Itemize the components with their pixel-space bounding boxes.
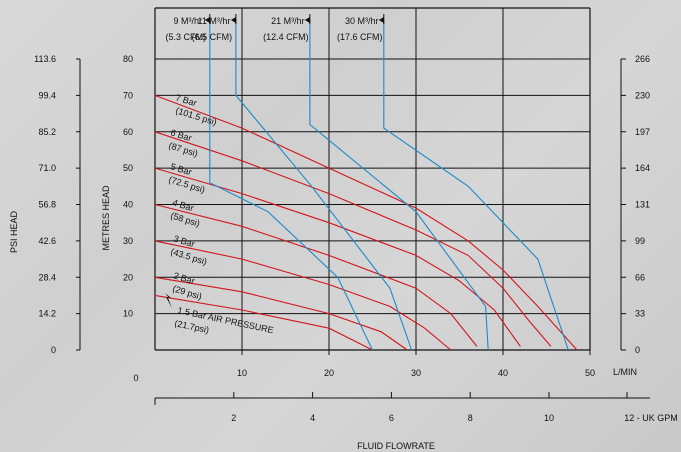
pressure-curve-3 bbox=[154, 203, 478, 347]
air-curve-2 bbox=[309, 20, 489, 351]
air-label-cfm-0: (5.3 CFM) bbox=[166, 32, 207, 42]
right-tick-6: 197 bbox=[635, 127, 650, 137]
metres-tick-60: 60 bbox=[123, 127, 133, 137]
air-curve-1 bbox=[235, 20, 413, 351]
pressure-label-psi-1: (87 psi) bbox=[167, 140, 199, 158]
psi-tick-4: 56.8 bbox=[38, 200, 56, 210]
air-label-arrow-1 bbox=[230, 17, 236, 23]
psi-tick-2: 28.4 bbox=[38, 272, 56, 282]
pressure-curve-1 bbox=[154, 131, 552, 347]
psi-axis-title: PSI HEAD bbox=[9, 210, 19, 253]
psi-tick-7: 99.4 bbox=[38, 90, 56, 100]
lpm-tick-50: 50 bbox=[585, 368, 595, 378]
metres-tick-40: 40 bbox=[123, 200, 133, 210]
air-label-cfm-1: (6.5 CFM) bbox=[192, 32, 233, 42]
air-curve-0 bbox=[209, 20, 373, 351]
metres-tick-70: 70 bbox=[123, 90, 133, 100]
pressure-curve-2 bbox=[154, 167, 521, 347]
right-tick-8: 266 bbox=[635, 54, 650, 64]
air-label-arrow-3 bbox=[378, 17, 384, 23]
pressure-curve-5 bbox=[154, 276, 408, 351]
air-curves-layer bbox=[209, 20, 569, 351]
pressure-curves-layer bbox=[154, 94, 578, 351]
air-label-cfm-2: (12.4 CFM) bbox=[263, 32, 309, 42]
right-tick-1: 33 bbox=[635, 309, 645, 319]
metres-tick-80: 80 bbox=[123, 54, 133, 64]
right-tick-0: 0 bbox=[635, 345, 640, 355]
pressure-label-psi-3: (58 psi) bbox=[169, 210, 201, 228]
gpm-tick-8: 8 bbox=[468, 413, 473, 423]
lpm-unit-label: L/MIN bbox=[613, 367, 637, 377]
air-label-m3-0: 9 M³/hr bbox=[174, 16, 203, 26]
right-tick-3: 99 bbox=[635, 236, 645, 246]
metres-tick-10: 10 bbox=[123, 309, 133, 319]
pressure-curve-6 bbox=[154, 294, 373, 351]
axes-layer bbox=[76, 58, 650, 405]
gpm-tick-4: 4 bbox=[310, 413, 315, 423]
x-axis-title: FLUID FLOWRATE bbox=[357, 441, 435, 451]
lpm-tick-0: 0 bbox=[133, 373, 138, 383]
psi-tick-5: 71.0 bbox=[38, 163, 56, 173]
air-label-m3-2: 21 M³/hr bbox=[271, 16, 305, 26]
lpm-tick-30: 30 bbox=[411, 368, 421, 378]
lpm-tick-40: 40 bbox=[498, 368, 508, 378]
lpm-tick-20: 20 bbox=[324, 368, 334, 378]
right-tick-4: 131 bbox=[635, 200, 650, 210]
pressure-label-psi-0: (101.5 psi) bbox=[174, 105, 218, 127]
psi-tick-3: 42.6 bbox=[38, 236, 56, 246]
right-tick-7: 230 bbox=[635, 90, 650, 100]
metres-tick-30: 30 bbox=[123, 236, 133, 246]
air-label-cfm-3: (17.6 CFM) bbox=[337, 32, 383, 42]
right-tick-5: 164 bbox=[635, 163, 650, 173]
pressure-curve-4 bbox=[154, 240, 452, 351]
pressure-label-psi-4: (43.5 psi) bbox=[169, 246, 208, 267]
air-label-arrow-2 bbox=[304, 17, 310, 23]
gpm-tick-2: 2 bbox=[231, 413, 236, 423]
metres-tick-50: 50 bbox=[123, 163, 133, 173]
metres-tick-20: 20 bbox=[123, 272, 133, 282]
gpm-unit-label: 12 - UK GPM bbox=[624, 413, 678, 423]
gpm-tick-10: 10 bbox=[544, 413, 554, 423]
pressure-curve-0 bbox=[154, 94, 578, 351]
metres-axis-title: METRES HEAD bbox=[101, 185, 111, 251]
pressure-label-arrow bbox=[165, 293, 172, 308]
psi-tick-0: 0 bbox=[51, 345, 56, 355]
right-tick-2: 66 bbox=[635, 272, 645, 282]
psi-tick-6: 85.2 bbox=[38, 127, 56, 137]
psi-tick-1: 14.2 bbox=[38, 309, 56, 319]
gpm-tick-6: 6 bbox=[389, 413, 394, 423]
psi-tick-8: 113.6 bbox=[34, 54, 56, 64]
lpm-tick-10: 10 bbox=[237, 368, 247, 378]
grid-layer bbox=[154, 7, 591, 355]
air-label-arrow-0 bbox=[204, 17, 210, 23]
air-label-m3-3: 30 M³/hr bbox=[345, 16, 379, 26]
air-label-m3-1: 11 M³/hr bbox=[197, 16, 230, 26]
air-curve-3 bbox=[383, 20, 569, 351]
